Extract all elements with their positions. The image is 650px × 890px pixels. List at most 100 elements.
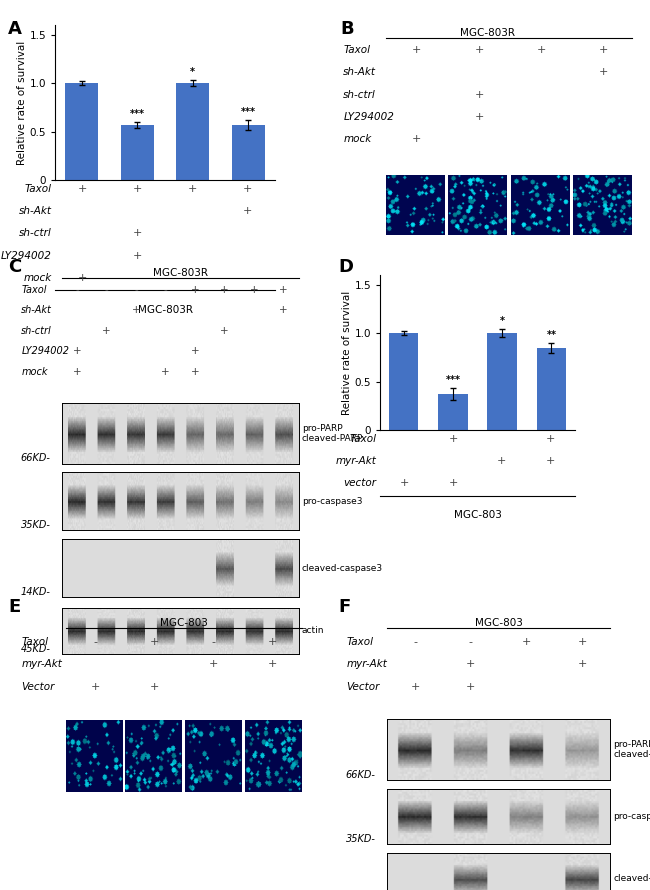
Text: +: + <box>209 659 218 669</box>
Text: +: + <box>448 434 458 444</box>
Text: +: + <box>132 305 140 315</box>
Text: MGC-803: MGC-803 <box>474 618 523 628</box>
Text: +: + <box>133 229 142 239</box>
Text: +: + <box>133 251 142 261</box>
Text: +: + <box>250 285 259 295</box>
Text: +: + <box>577 659 587 669</box>
Text: C: C <box>8 258 21 276</box>
Text: LY294002: LY294002 <box>343 112 394 122</box>
Text: pro-PARP
cleaved-PARP: pro-PARP cleaved-PARP <box>302 424 363 443</box>
Text: Taxol: Taxol <box>25 184 52 194</box>
Text: -: - <box>93 637 97 647</box>
Text: MGC-803R: MGC-803R <box>153 268 208 278</box>
Bar <box>438 394 467 430</box>
Bar <box>488 333 517 430</box>
Text: Taxol: Taxol <box>21 637 48 647</box>
Text: +: + <box>150 682 159 692</box>
Text: F: F <box>338 598 350 616</box>
Text: +: + <box>522 637 531 647</box>
Text: 14KD-: 14KD- <box>21 587 51 596</box>
Text: *: * <box>500 316 504 327</box>
Bar <box>537 348 566 430</box>
Text: A: A <box>8 20 22 38</box>
Text: B: B <box>340 20 354 38</box>
Text: +: + <box>546 457 555 466</box>
Text: -: - <box>164 285 168 295</box>
Text: ***: *** <box>445 376 460 385</box>
Text: MGC-803R: MGC-803R <box>460 28 515 38</box>
Text: Taxol: Taxol <box>343 45 370 55</box>
Text: cleaved-caspase3: cleaved-caspase3 <box>302 563 383 572</box>
Text: -: - <box>413 637 417 647</box>
Text: +: + <box>466 682 475 692</box>
Text: +: + <box>161 367 170 376</box>
Text: MGC-803: MGC-803 <box>454 510 501 520</box>
Text: +: + <box>410 682 420 692</box>
Text: myr-Akt: myr-Akt <box>336 457 377 466</box>
Text: sh-ctrl: sh-ctrl <box>19 229 52 239</box>
Text: +: + <box>191 367 200 376</box>
Text: +: + <box>280 305 288 315</box>
Text: +: + <box>412 45 421 55</box>
Text: cleaved-caspase3: cleaved-caspase3 <box>613 874 650 883</box>
Text: -: - <box>75 285 79 295</box>
Text: +: + <box>577 637 587 647</box>
Text: pro-caspase3: pro-caspase3 <box>613 812 650 821</box>
Text: 35KD-: 35KD- <box>21 520 51 530</box>
Text: sh-Akt: sh-Akt <box>19 206 52 216</box>
Text: sh-ctrl: sh-ctrl <box>343 90 376 100</box>
Text: +: + <box>188 184 197 194</box>
Text: +: + <box>280 285 288 295</box>
Text: Vector: Vector <box>346 682 380 692</box>
Text: +: + <box>268 659 277 669</box>
Text: vector: vector <box>344 479 377 489</box>
Text: ***: *** <box>130 109 145 119</box>
Text: +: + <box>466 659 475 669</box>
Text: LY294002: LY294002 <box>1 251 52 261</box>
Text: Taxol: Taxol <box>21 285 47 295</box>
Text: 66KD-: 66KD- <box>346 770 376 780</box>
Text: D: D <box>338 258 353 276</box>
Text: +: + <box>599 45 608 55</box>
Text: +: + <box>474 45 484 55</box>
Text: +: + <box>73 346 81 356</box>
Text: +: + <box>220 285 229 295</box>
Text: +: + <box>133 184 142 194</box>
Y-axis label: Relative rate of survival: Relative rate of survival <box>16 40 27 165</box>
Text: MGC-803R: MGC-803R <box>138 304 192 314</box>
Text: ***: *** <box>241 107 256 117</box>
Text: +: + <box>546 434 555 444</box>
Bar <box>176 83 209 180</box>
Text: 35KD-: 35KD- <box>346 834 376 844</box>
Text: Taxol: Taxol <box>346 637 373 647</box>
Text: +: + <box>243 206 252 216</box>
Text: myr-Akt: myr-Akt <box>346 659 387 669</box>
Text: +: + <box>537 45 546 55</box>
Text: mock: mock <box>21 367 48 376</box>
Bar <box>231 125 265 180</box>
Text: +: + <box>78 184 87 194</box>
Bar <box>65 83 98 180</box>
Text: MGC-803: MGC-803 <box>160 618 207 628</box>
Text: +: + <box>220 326 229 336</box>
Text: +: + <box>412 134 421 144</box>
Text: +: + <box>497 457 506 466</box>
Text: pro-caspase3: pro-caspase3 <box>302 497 362 506</box>
Text: sh-Akt: sh-Akt <box>343 68 376 77</box>
Text: -: - <box>134 285 138 295</box>
Text: sh-ctrl: sh-ctrl <box>21 326 52 336</box>
Text: **: ** <box>547 330 556 340</box>
Text: sh-Akt: sh-Akt <box>21 305 52 315</box>
Text: Taxol: Taxol <box>350 434 377 444</box>
Text: -: - <box>105 285 109 295</box>
Text: +: + <box>90 682 99 692</box>
Text: +: + <box>243 184 252 194</box>
Text: +: + <box>400 479 409 489</box>
Text: +: + <box>102 326 111 336</box>
Text: mock: mock <box>343 134 372 144</box>
Text: +: + <box>448 479 458 489</box>
Text: E: E <box>8 598 20 616</box>
Text: -: - <box>469 637 473 647</box>
Text: +: + <box>191 285 200 295</box>
Text: 45KD-: 45KD- <box>21 643 51 653</box>
